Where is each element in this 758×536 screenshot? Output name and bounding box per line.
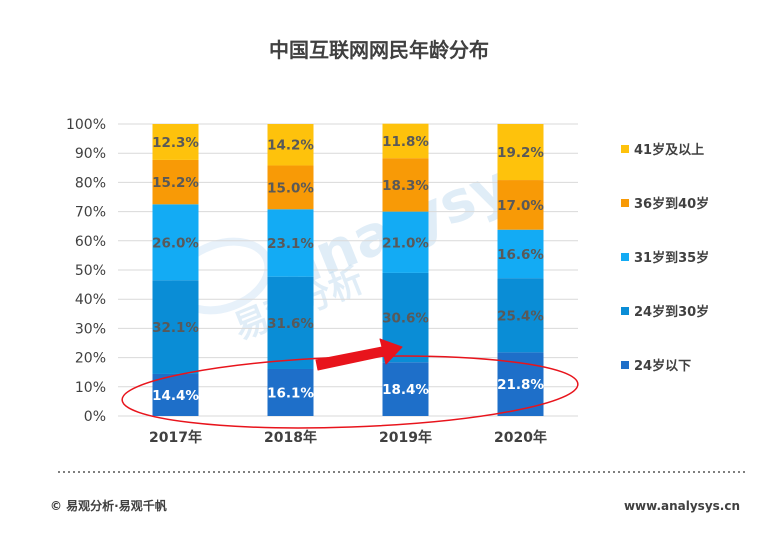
y-tick-label: 60% xyxy=(75,234,106,250)
bar-segment xyxy=(497,278,544,353)
y-tick-label: 100% xyxy=(66,117,106,133)
data-label: 16.6% xyxy=(497,247,544,263)
y-tick-label: 0% xyxy=(84,409,106,425)
x-axis-ticks: 2017年 2018年 2019年 2020年 xyxy=(149,429,547,446)
data-label: 30.6% xyxy=(382,311,429,327)
x-tick-label: 2020年 xyxy=(494,429,547,446)
data-labels: 14.4% 32.1% 26.0% 15.2% 12.3% 16.1% 31.6% 23.1%… xyxy=(152,134,544,404)
data-label: 18.4% xyxy=(382,382,429,398)
legend-swatch xyxy=(621,253,629,261)
data-label: 14.4% xyxy=(152,388,199,404)
y-tick-label: 30% xyxy=(75,321,106,337)
bar-segment xyxy=(267,209,314,277)
trend-arrow-icon xyxy=(315,338,403,371)
data-label: 23.1% xyxy=(267,236,314,252)
footer-copyright: © 易观分析·易观千帆 xyxy=(50,498,167,513)
data-label: 25.4% xyxy=(497,308,544,324)
data-label: 16.1% xyxy=(267,385,314,401)
footer-website: www.analysys.cn xyxy=(624,499,740,513)
watermark-logo: analysys 易观分析 xyxy=(171,140,550,348)
data-label: 18.3% xyxy=(382,178,429,194)
bar-segment xyxy=(497,124,544,181)
data-label: 15.0% xyxy=(267,180,314,196)
legend-label: 24岁到30岁 xyxy=(634,304,709,320)
x-tick-label: 2018年 xyxy=(264,429,317,446)
legend: 41岁及以上 36岁到40岁 31岁到35岁 24岁到30岁 24岁以下 xyxy=(621,142,709,374)
bar-segment xyxy=(152,280,199,374)
x-tick-label: 2019年 xyxy=(379,429,432,446)
bar-segment xyxy=(152,124,199,160)
bar-segment xyxy=(267,276,314,369)
legend-swatch xyxy=(621,145,629,153)
y-tick-label: 50% xyxy=(75,263,106,279)
bar-segment xyxy=(152,204,199,281)
bar-segment xyxy=(152,373,199,416)
y-tick-label: 40% xyxy=(75,292,106,308)
bar-segment xyxy=(382,362,429,416)
bar-segment xyxy=(267,124,314,166)
data-label: 26.0% xyxy=(152,235,199,251)
legend-label: 24岁以下 xyxy=(634,358,691,374)
bar-segment xyxy=(382,158,429,212)
bars xyxy=(152,123,544,416)
legend-swatch xyxy=(621,307,629,315)
data-label: 15.2% xyxy=(152,175,199,191)
y-tick-label: 80% xyxy=(75,175,106,191)
y-tick-label: 20% xyxy=(75,351,106,367)
data-label: 31.6% xyxy=(267,316,314,332)
bar-segment xyxy=(152,159,199,205)
legend-label: 36岁到40岁 xyxy=(634,196,709,212)
bar-segment xyxy=(267,368,314,416)
y-tick-label: 70% xyxy=(75,205,106,221)
data-label: 17.0% xyxy=(497,198,544,214)
data-label: 12.3% xyxy=(152,135,199,151)
data-label: 21.8% xyxy=(497,377,544,393)
x-tick-label: 2017年 xyxy=(149,429,202,446)
bar-segment xyxy=(497,180,544,230)
y-axis-ticks: 0% 10% 20% 30% 40% 50% 60% 70% 80% 90% 100% xyxy=(66,117,106,425)
bar-segment xyxy=(382,211,429,273)
data-label: 32.1% xyxy=(152,320,199,336)
legend-label: 41岁及以上 xyxy=(634,142,704,158)
legend-swatch xyxy=(621,361,629,369)
chart-title: 中国互联网网民年龄分布 xyxy=(269,38,489,62)
data-label: 14.2% xyxy=(267,138,314,154)
legend-label: 31岁到35岁 xyxy=(634,250,709,266)
y-tick-label: 90% xyxy=(75,146,106,162)
bar-segment xyxy=(382,123,429,159)
data-label: 21.0% xyxy=(382,235,429,251)
bar-segment xyxy=(497,229,544,279)
bar-segment xyxy=(267,165,314,210)
legend-swatch xyxy=(621,199,629,207)
data-label: 11.8% xyxy=(382,134,429,150)
data-label: 19.2% xyxy=(497,145,544,161)
y-tick-label: 10% xyxy=(75,380,106,396)
